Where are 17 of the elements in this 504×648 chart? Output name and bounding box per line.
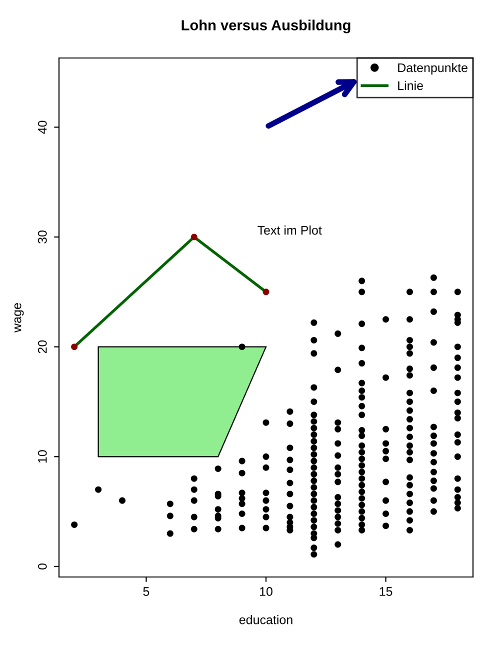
x-axis-title: education bbox=[239, 615, 292, 624]
y-tick-label: 40 bbox=[38, 120, 47, 134]
chart-title: Lohn versus Ausbildung bbox=[182, 20, 350, 34]
point bbox=[71, 344, 78, 350]
y-tick-label: 30 bbox=[38, 230, 47, 244]
y-axis-title: wage bbox=[14, 303, 24, 332]
x-tick-label: 5 bbox=[143, 587, 150, 596]
y-tick-label: 10 bbox=[38, 450, 47, 463]
y-tick-label: 0 bbox=[38, 563, 47, 570]
point bbox=[190, 234, 198, 240]
y-tick-label: 20 bbox=[38, 340, 47, 354]
x-tick-label: 10 bbox=[260, 587, 272, 596]
annotation: Text im Plot bbox=[258, 226, 322, 235]
point bbox=[262, 288, 270, 296]
x-tick-label: 15 bbox=[380, 587, 392, 596]
legend-label: Datenpunkte bbox=[398, 63, 468, 75]
legend-label: Linie bbox=[398, 80, 423, 90]
